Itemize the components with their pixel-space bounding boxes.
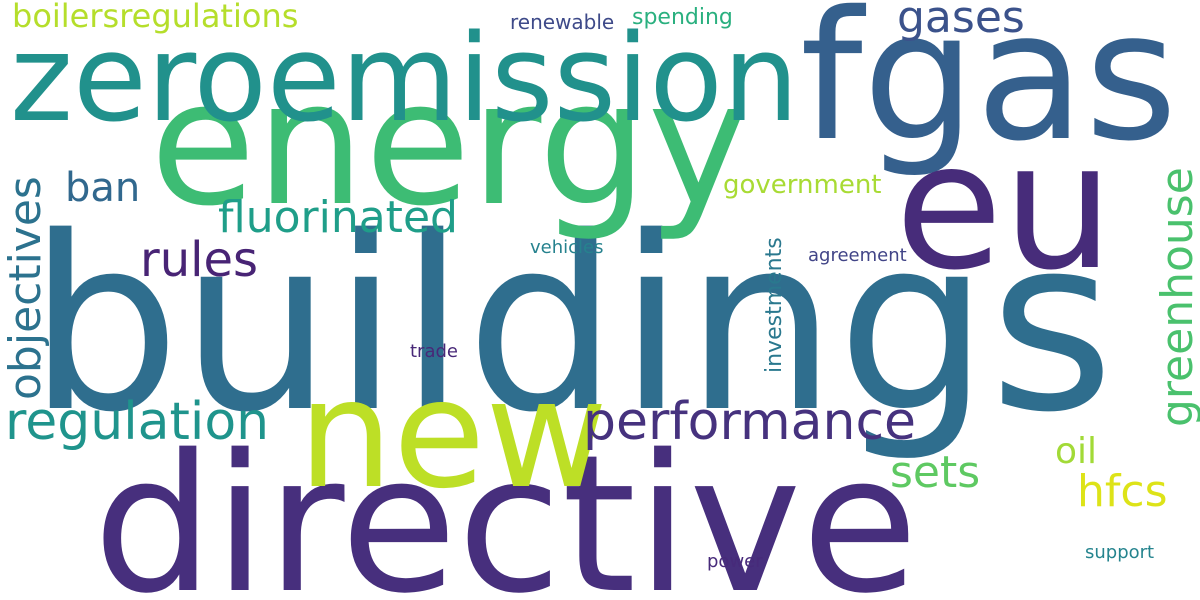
word-gases: gases — [897, 0, 1025, 40]
word-regulation: regulation — [5, 396, 269, 448]
word-agreement: agreement — [808, 247, 907, 265]
word-zeroemission: zeroemission — [10, 20, 799, 140]
word-oil: oil — [1055, 434, 1097, 470]
word-renewable: renewable — [510, 12, 614, 32]
word-greenhouse: greenhouse — [1156, 167, 1200, 427]
word-spending: spending — [632, 7, 733, 29]
word-support: support — [1085, 544, 1154, 562]
word-objectives: objectives — [4, 176, 48, 400]
word-trade: trade — [410, 343, 458, 361]
word-performance: performance — [583, 396, 916, 448]
word-sets: sets — [890, 451, 980, 495]
word-vehicles: vehicles — [530, 239, 604, 257]
word-hfcs: hfcs — [1077, 470, 1168, 514]
word-rules: rules — [140, 236, 258, 284]
word-eu: eu — [895, 120, 1114, 295]
word-government: government — [723, 172, 882, 198]
word-boilersregulations: boilersregulations — [12, 0, 298, 32]
word-new: new — [298, 360, 608, 510]
word-power: power — [707, 553, 763, 571]
word-ban: ban — [65, 168, 140, 208]
word-investments: investments — [764, 237, 786, 373]
